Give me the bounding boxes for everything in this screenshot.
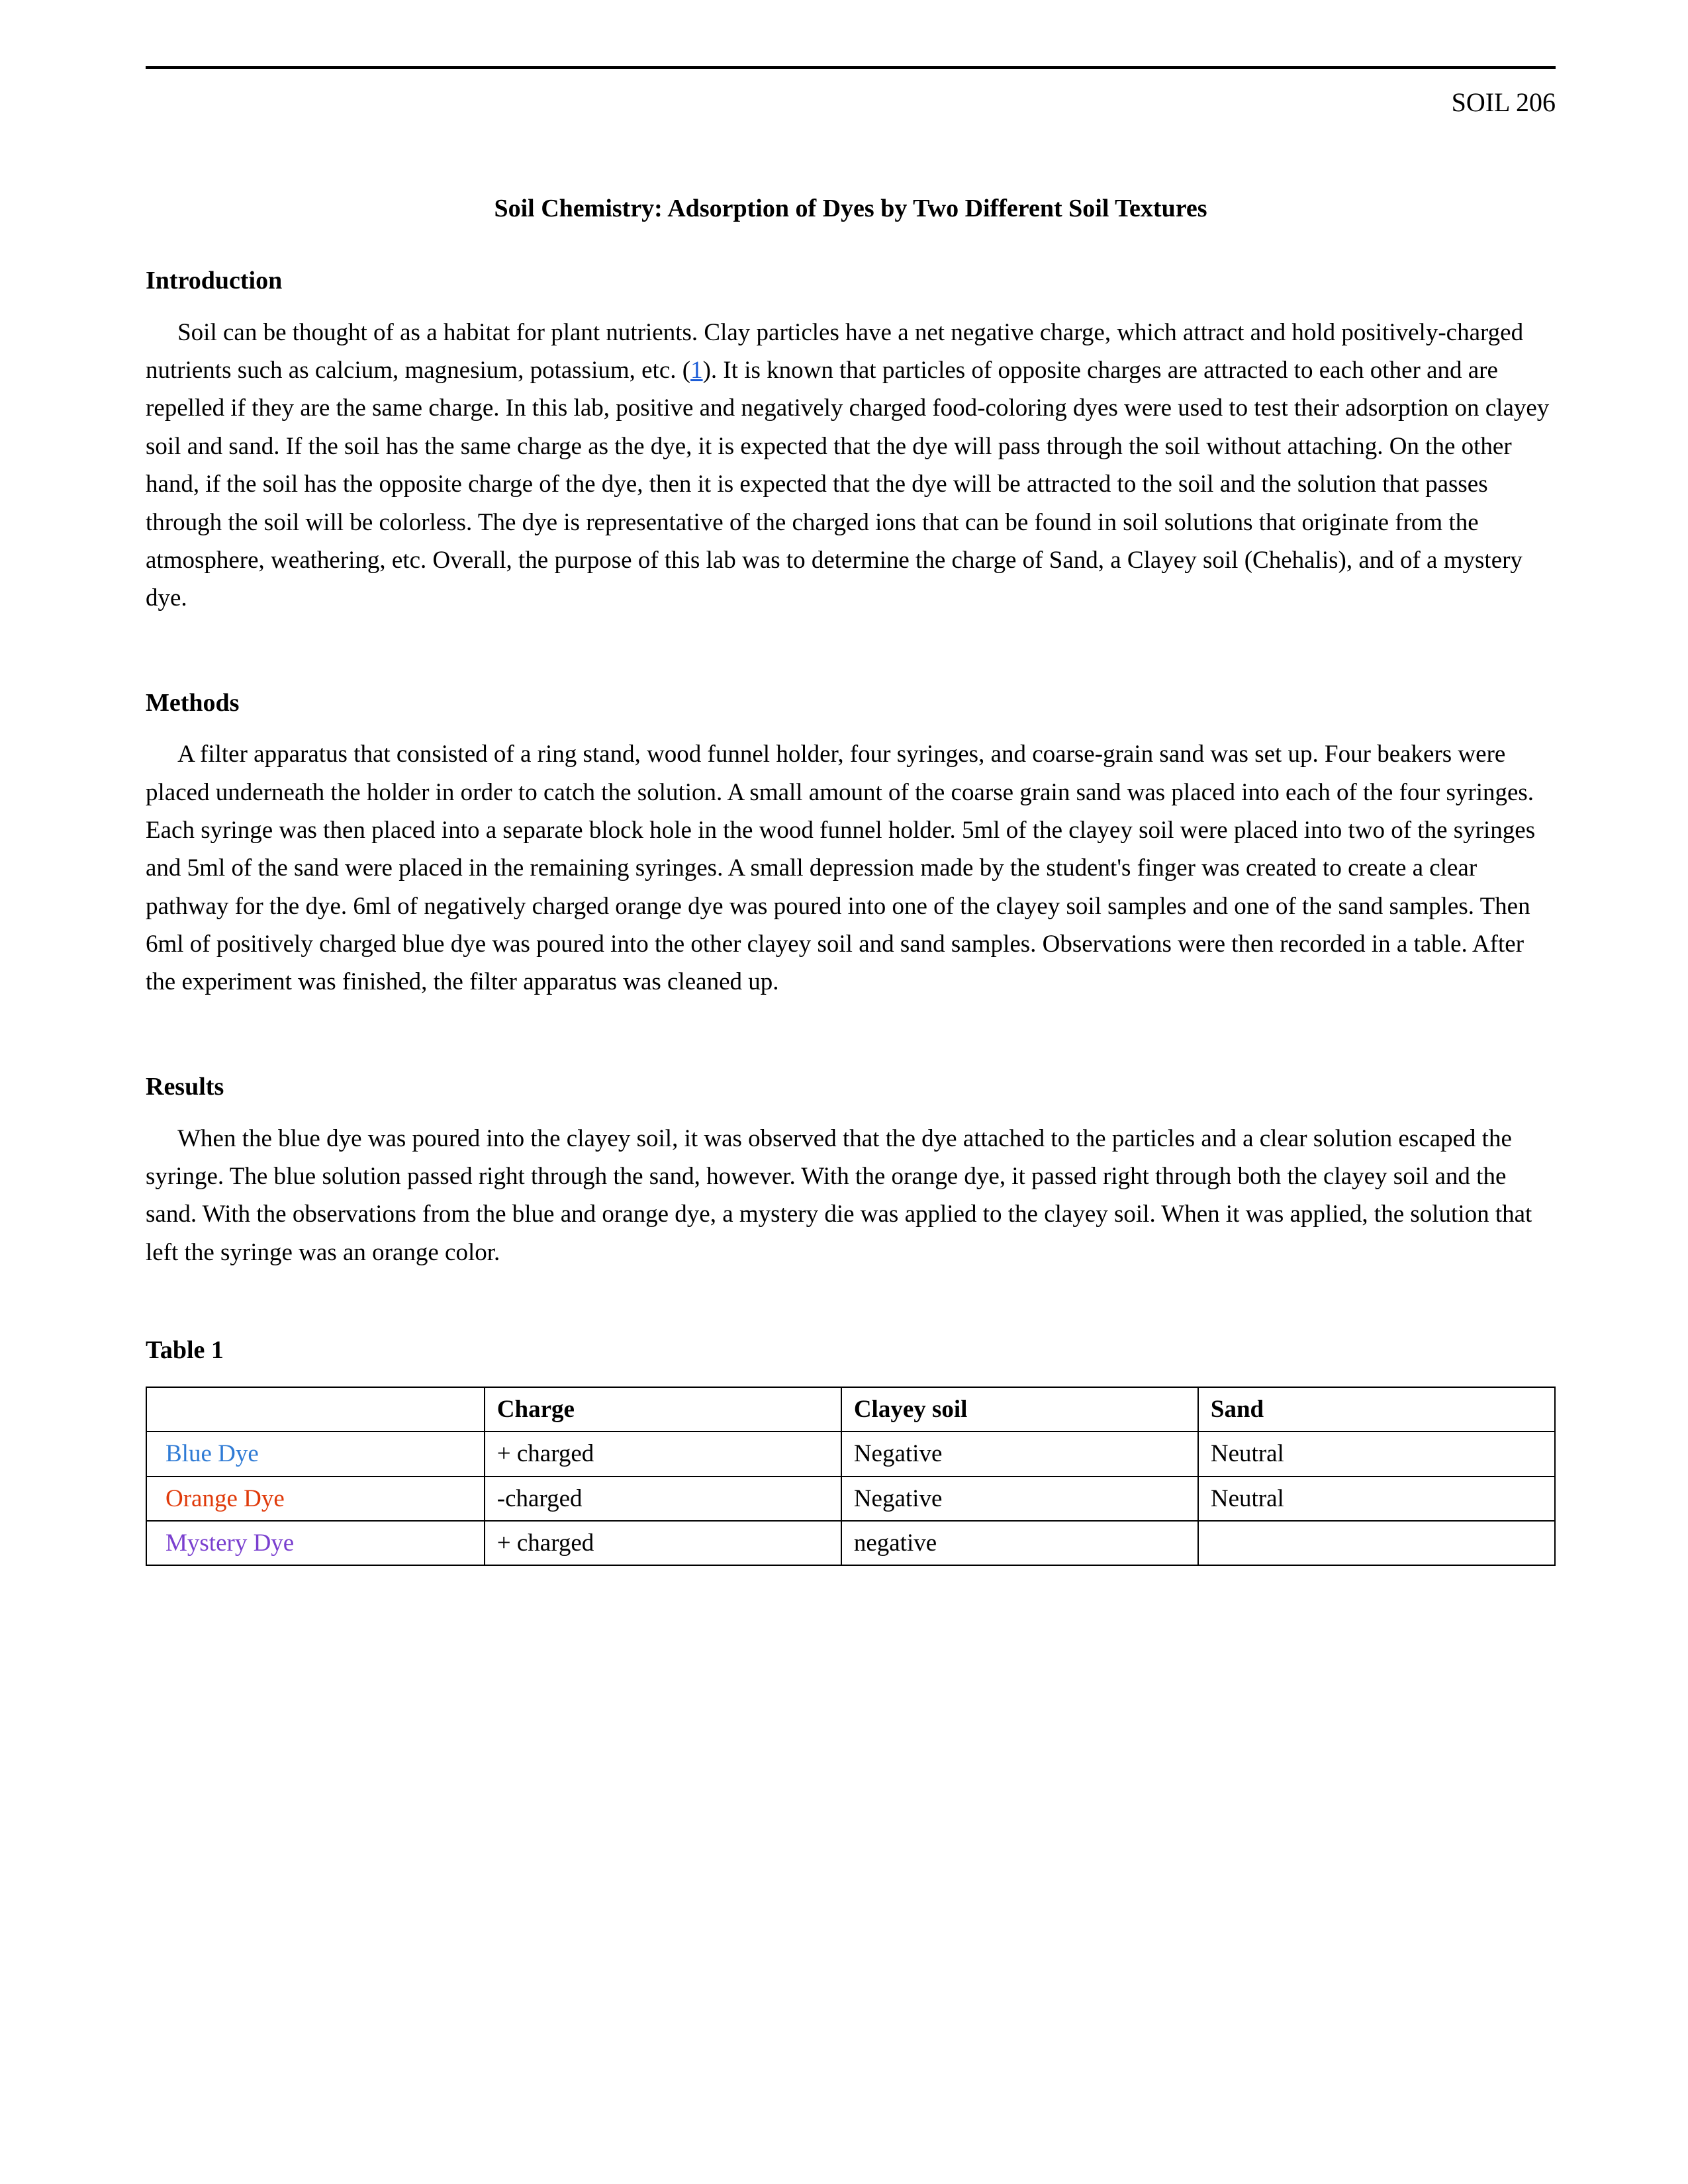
table-cell: Negative [841, 1432, 1198, 1476]
course-header: SOIL 206 [146, 82, 1556, 123]
page-container: SOIL 206 Soil Chemistry: Adsorption of D… [0, 0, 1688, 1632]
table-cell: negative [841, 1521, 1198, 1565]
table-cell: -charged [485, 1477, 841, 1521]
table-header-row: Charge Clayey soil Sand [146, 1387, 1555, 1432]
table-header-blank [146, 1387, 485, 1432]
results-paragraph: When the blue dye was poured into the cl… [146, 1120, 1556, 1271]
intro-paragraph: Soil can be thought of as a habitat for … [146, 314, 1556, 617]
table-cell [1198, 1521, 1555, 1565]
reference-link-1[interactable]: 1 [690, 357, 703, 384]
table-row: Blue Dye + charged Negative Neutral [146, 1432, 1555, 1476]
top-horizontal-rule [146, 66, 1556, 69]
intro-text-suffix: ). It is known that particles of opposit… [146, 357, 1549, 612]
table-caption: Table 1 [146, 1331, 1556, 1370]
table-cell: Neutral [1198, 1477, 1555, 1521]
table-row: Mystery Dye + charged negative [146, 1521, 1555, 1565]
document-title: Soil Chemistry: Adsorption of Dyes by Tw… [146, 189, 1556, 228]
row-label-blue: Blue Dye [146, 1432, 485, 1476]
table-cell: + charged [485, 1432, 841, 1476]
methods-paragraph: A filter apparatus that consisted of a r… [146, 735, 1556, 1001]
results-heading: Results [146, 1068, 1556, 1107]
table-cell: Neutral [1198, 1432, 1555, 1476]
row-label-orange: Orange Dye [146, 1477, 485, 1521]
intro-heading: Introduction [146, 261, 1556, 300]
table-cell: + charged [485, 1521, 841, 1565]
table-header-clayey: Clayey soil [841, 1387, 1198, 1432]
table-cell: Negative [841, 1477, 1198, 1521]
table-header-charge: Charge [485, 1387, 841, 1432]
row-label-mystery: Mystery Dye [146, 1521, 485, 1565]
methods-heading: Methods [146, 684, 1556, 723]
table-header-sand: Sand [1198, 1387, 1555, 1432]
results-table: Charge Clayey soil Sand Blue Dye + charg… [146, 1387, 1556, 1566]
table-row: Orange Dye -charged Negative Neutral [146, 1477, 1555, 1521]
